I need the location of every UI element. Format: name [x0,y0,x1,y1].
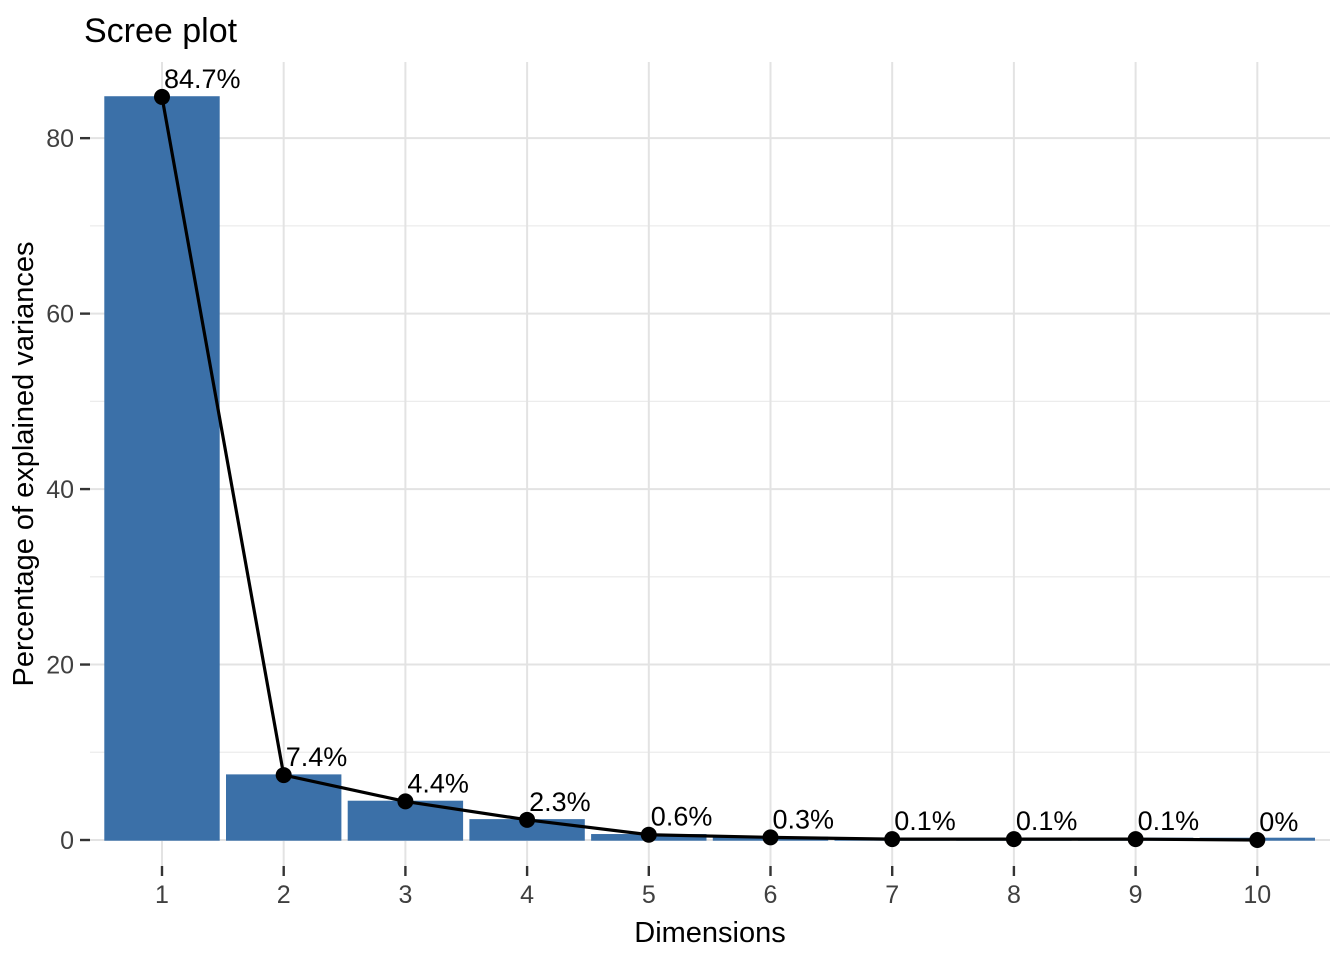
data-points [154,88,1266,848]
y-tick-label-80: 80 [46,125,74,153]
y-tick-label-60: 60 [46,301,74,329]
y-tick-label-20: 20 [46,652,74,680]
y-tick-label-0: 0 [60,827,74,855]
point-dim-9 [1127,831,1144,848]
variance-bars [104,96,1316,841]
point-dim-4 [519,811,536,828]
x-axis-title: Dimensions [634,917,786,949]
value-label-dim-1: 84.7% [164,64,241,94]
axis-tick-marks [80,136,1259,876]
point-dim-7 [884,831,901,848]
point-dim-5 [640,826,657,843]
x-tick-label-4: 4 [520,881,534,909]
y-tick-labels: 0 20 40 60 80 [46,125,74,855]
elbow-line [160,96,1258,842]
value-label-dim-9: 0.1% [1138,806,1200,836]
value-label-dim-6: 0.3% [773,804,835,834]
y-tick-label-40: 40 [46,476,74,504]
gridlines-minor [90,225,1330,753]
gridlines-major [90,62,1330,866]
x-tick-label-5: 5 [642,881,656,909]
x-tick-label-3: 3 [398,881,412,909]
point-dim-6 [762,829,779,846]
value-label-dim-10: 0% [1259,807,1298,837]
value-label-dim-4: 2.3% [529,787,591,817]
x-tick-label-7: 7 [885,881,899,909]
value-label-dim-7: 0.1% [894,806,956,836]
x-tick-label-1: 1 [155,881,169,909]
point-dim-1 [154,88,170,105]
point-dim-8 [1005,831,1022,848]
value-label-dim-2: 7.4% [286,742,348,772]
x-tick-label-9: 9 [1129,881,1143,909]
point-dim-2 [275,767,292,784]
x-tick-label-10: 10 [1243,881,1271,909]
x-tick-label-2: 2 [277,881,291,909]
x-tick-label-6: 6 [764,881,778,909]
value-label-dim-5: 0.6% [651,802,713,832]
value-label-dim-3: 4.4% [407,768,469,798]
y-axis-title: Percentage of explained variances [8,242,40,687]
value-label-dim-8: 0.1% [1016,806,1078,836]
point-dim-3 [397,793,414,810]
x-tick-labels: 1 2 3 4 5 6 7 8 9 10 [155,881,1271,909]
value-labels: 84.7% 7.4% 4.4% 2.3% 0.6% 0.3% 0.1% 0.1% 0.1% 0% [164,64,1298,837]
x-tick-label-8: 8 [1007,881,1021,909]
elbow-polyline [160,96,1258,842]
bar-dim-1 [104,96,220,841]
plot-title: Scree plot [84,12,238,50]
point-dim-10 [1249,832,1266,848]
